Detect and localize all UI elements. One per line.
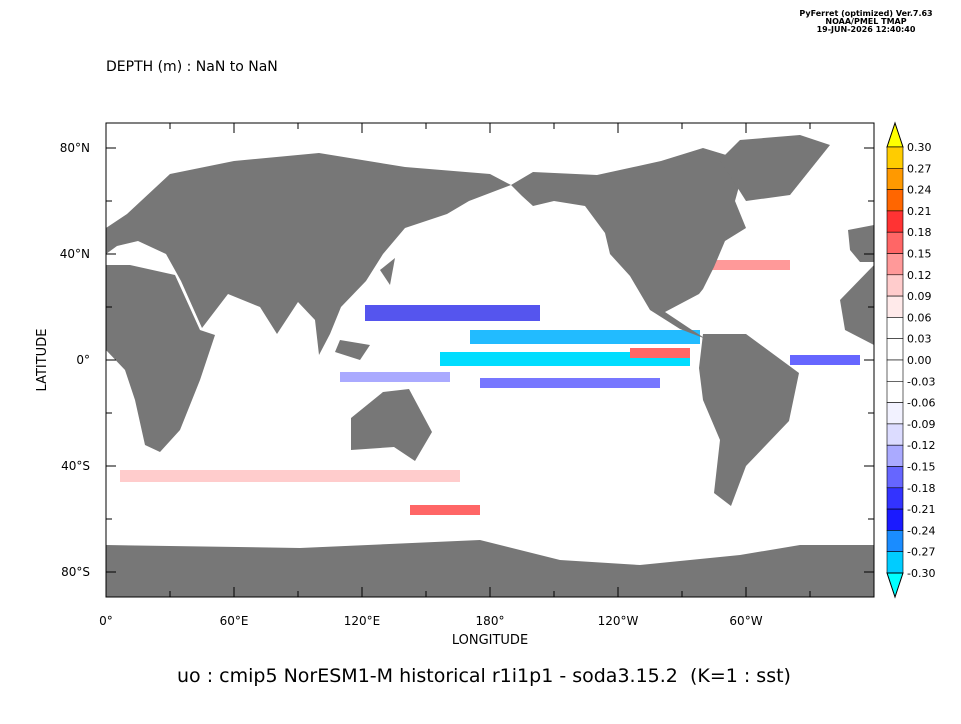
y-tick-label: 80°N bbox=[60, 141, 90, 155]
colorbar-label: 0.03 bbox=[907, 333, 932, 346]
anomaly-patch bbox=[470, 330, 700, 344]
x-tick-label: 0° bbox=[99, 614, 113, 628]
land-mass bbox=[720, 135, 830, 201]
colorbar-label: 0.00 bbox=[907, 354, 932, 367]
colorbar-box bbox=[886, 253, 904, 276]
colorbar-box bbox=[886, 146, 904, 169]
colorbar-label: -0.12 bbox=[907, 439, 935, 452]
colorbar-label: -0.30 bbox=[907, 567, 935, 580]
colorbar-box bbox=[886, 530, 904, 553]
colorbar-label: -0.24 bbox=[907, 524, 935, 537]
colorbar-label: 0.30 bbox=[907, 141, 932, 154]
y-axis-label: LATITUDE bbox=[35, 329, 50, 392]
credit-line: PyFerret (optimized) Ver.7.63 bbox=[799, 9, 932, 18]
colorbar-label: 0.12 bbox=[907, 269, 932, 282]
subtitle: DEPTH (m) : NaN to NaN bbox=[106, 59, 278, 75]
anomaly-patches bbox=[120, 260, 860, 515]
colorbar-label: -0.21 bbox=[907, 503, 935, 516]
anomaly-patch bbox=[790, 355, 860, 365]
colorbar-label: -0.27 bbox=[907, 546, 935, 559]
anomaly-patch bbox=[700, 260, 790, 270]
x-tick-label: 120°E bbox=[344, 614, 381, 628]
colorbar-label: 0.15 bbox=[907, 248, 932, 261]
colorbar-box bbox=[886, 210, 904, 233]
anomaly-patch bbox=[410, 505, 480, 515]
y-tick-label: 80°S bbox=[61, 565, 90, 579]
axis-ticks: 80°N 40°N 0° 40°S 80°S 0° 60°E 120°E 180° 120°W 60… bbox=[60, 123, 875, 628]
credit-line: NOAA/PMEL TMAP bbox=[825, 17, 906, 26]
colorbar-box bbox=[886, 402, 904, 425]
land-mass bbox=[511, 148, 746, 339]
colorbar-label: -0.03 bbox=[907, 375, 935, 388]
colorbar-box bbox=[886, 274, 904, 297]
x-tick-label: 60°E bbox=[220, 614, 249, 628]
anomaly-patch bbox=[120, 470, 460, 482]
colorbar-box bbox=[886, 295, 904, 318]
land-mass bbox=[335, 340, 370, 360]
land-mass bbox=[106, 540, 874, 597]
colorbar-label: -0.06 bbox=[907, 397, 935, 410]
x-tick-label: 60°W bbox=[729, 614, 762, 628]
colorbar-arrow bbox=[886, 572, 904, 599]
land bbox=[106, 135, 874, 597]
colorbar-label: 0.21 bbox=[907, 205, 932, 218]
colorbar-label: -0.15 bbox=[907, 461, 935, 474]
credit-line: 19-JUN-2026 12:40:40 bbox=[817, 25, 916, 34]
colorbar-box bbox=[886, 231, 904, 254]
land-mass bbox=[351, 389, 432, 461]
colorbar-label: 0.24 bbox=[907, 184, 932, 197]
y-tick-label: 0° bbox=[76, 353, 90, 367]
x-tick-label: 180° bbox=[476, 614, 505, 628]
y-tick-label: 40°S bbox=[61, 459, 90, 473]
land-mass bbox=[699, 334, 799, 506]
anomaly-patch bbox=[480, 378, 660, 388]
colorbar-box bbox=[886, 423, 904, 446]
anomaly-patch bbox=[340, 372, 450, 382]
colorbar-label: -0.18 bbox=[907, 482, 935, 495]
colorbar: 0.30 0.27 0.24 0.21 0.18 0.15 0.12 0.09 0.06 0.03… bbox=[886, 121, 935, 599]
colorbar-label: 0.06 bbox=[907, 311, 932, 324]
colorbar-box bbox=[886, 317, 904, 339]
colorbar-box bbox=[886, 359, 904, 382]
colorbar-arrow bbox=[886, 121, 904, 148]
colorbar-box bbox=[886, 189, 904, 212]
x-tick-label: 120°W bbox=[598, 614, 639, 628]
y-tick-label: 40°N bbox=[60, 247, 90, 261]
x-axis-label: LONGITUDE bbox=[452, 633, 528, 648]
title: uo : cmip5 NorESM1-M historical r1i1p1 -… bbox=[177, 665, 791, 687]
land-mass bbox=[106, 153, 511, 355]
colorbar-box bbox=[886, 338, 904, 361]
colorbar-box bbox=[886, 380, 904, 403]
colorbar-box bbox=[886, 487, 904, 510]
land-mass bbox=[380, 258, 395, 285]
colorbar-label: -0.09 bbox=[907, 418, 935, 431]
colorbar-label: 0.09 bbox=[907, 290, 932, 303]
land-mass bbox=[848, 225, 874, 262]
anomaly-patch bbox=[440, 352, 690, 366]
anomaly-patch bbox=[630, 348, 690, 358]
colorbar-label: 0.18 bbox=[907, 226, 932, 239]
colorbar-box bbox=[886, 444, 904, 467]
colorbar-box bbox=[886, 508, 904, 531]
anomaly-patch bbox=[365, 305, 540, 321]
colorbar-box bbox=[886, 551, 904, 574]
colorbar-label: 0.27 bbox=[907, 162, 932, 175]
land-mass bbox=[840, 265, 874, 345]
land-mass bbox=[106, 265, 215, 452]
colorbar-box bbox=[886, 466, 904, 489]
colorbar-box bbox=[886, 168, 904, 190]
